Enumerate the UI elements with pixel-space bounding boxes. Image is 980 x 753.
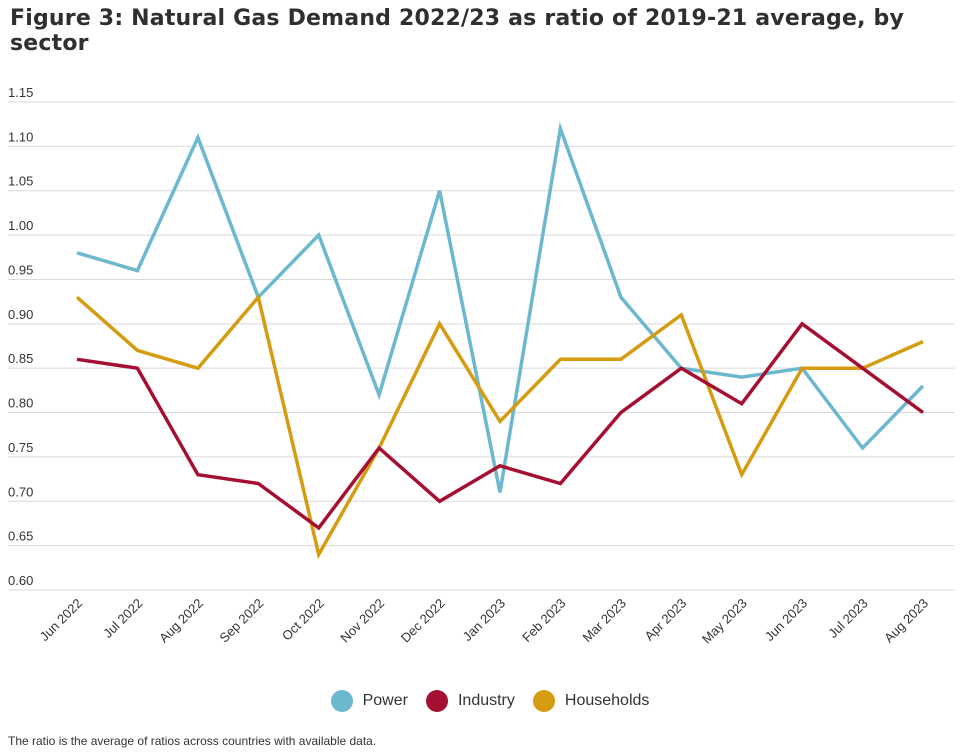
y-tick-label: 0.80 — [8, 396, 33, 411]
legend-label: Power — [362, 692, 408, 709]
legend-swatch — [532, 690, 555, 712]
legend-item-households: Households — [532, 690, 650, 712]
y-tick-label: 0.60 — [8, 573, 33, 588]
y-tick-label: 1.05 — [8, 174, 33, 189]
x-tick-label: Nov 2022 — [337, 596, 387, 646]
y-tick-label: 0.70 — [8, 484, 33, 499]
footnote: The ratio is the average of ratios acros… — [8, 734, 377, 748]
y-tick-label: 0.65 — [8, 529, 33, 544]
chart-title: Figure 3: Natural Gas Demand 2022/23 as … — [10, 6, 905, 56]
legend-swatch — [330, 690, 353, 712]
legend-swatch — [425, 690, 448, 712]
x-tick-label: Jun 2023 — [762, 596, 810, 644]
legend-item-industry: Industry — [425, 690, 515, 712]
y-tick-label: 1.15 — [8, 85, 33, 100]
x-tick-label: Aug 2022 — [156, 596, 206, 646]
legend: Power Industry Households — [0, 690, 980, 712]
legend-label: Industry — [457, 692, 515, 709]
x-tick-label: Jun 2022 — [37, 596, 85, 644]
x-tick-label: May 2023 — [699, 596, 750, 647]
series-line-power — [76, 121, 925, 493]
x-tick-label: Jul 2022 — [100, 596, 145, 641]
line-chart: 0.60 0.65 0.70 0.75 0.80 0.85 0.90 0.95 1.00 1.05… — [8, 85, 955, 647]
y-axis-ticks: 0.60 0.65 0.70 0.75 0.80 0.85 0.90 0.95 1.00 1.05… — [8, 85, 33, 588]
x-tick-label: Aug 2023 — [881, 596, 931, 646]
y-tick-label: 0.75 — [8, 440, 33, 455]
y-tick-label: 0.85 — [8, 351, 33, 366]
y-tick-label: 0.90 — [8, 307, 33, 322]
series-line-households — [75, 293, 924, 560]
x-tick-label: Jan 2023 — [460, 596, 508, 644]
x-tick-label: Mar 2023 — [580, 596, 629, 645]
legend-item-power: Power — [330, 690, 408, 712]
x-tick-label: Feb 2023 — [519, 596, 568, 645]
x-axis-ticks: Jun 2022 Jul 2022 Aug 2022 Sep 2022 Oct 2022… — [37, 596, 931, 647]
x-tick-label: Sep 2022 — [216, 596, 266, 646]
x-tick-label: Apr 2023 — [641, 596, 689, 644]
series-line-industry — [76, 321, 925, 531]
y-tick-label: 0.95 — [8, 262, 33, 277]
y-tick-label: 1.10 — [8, 129, 33, 144]
x-tick-label: Dec 2022 — [398, 596, 448, 646]
series-lines — [75, 121, 925, 560]
y-tick-label: 1.00 — [8, 218, 33, 233]
x-tick-label: Oct 2022 — [279, 596, 327, 644]
grid-lines — [8, 101, 955, 591]
legend-label: Households — [564, 692, 650, 709]
x-tick-label: Jul 2023 — [825, 596, 870, 641]
